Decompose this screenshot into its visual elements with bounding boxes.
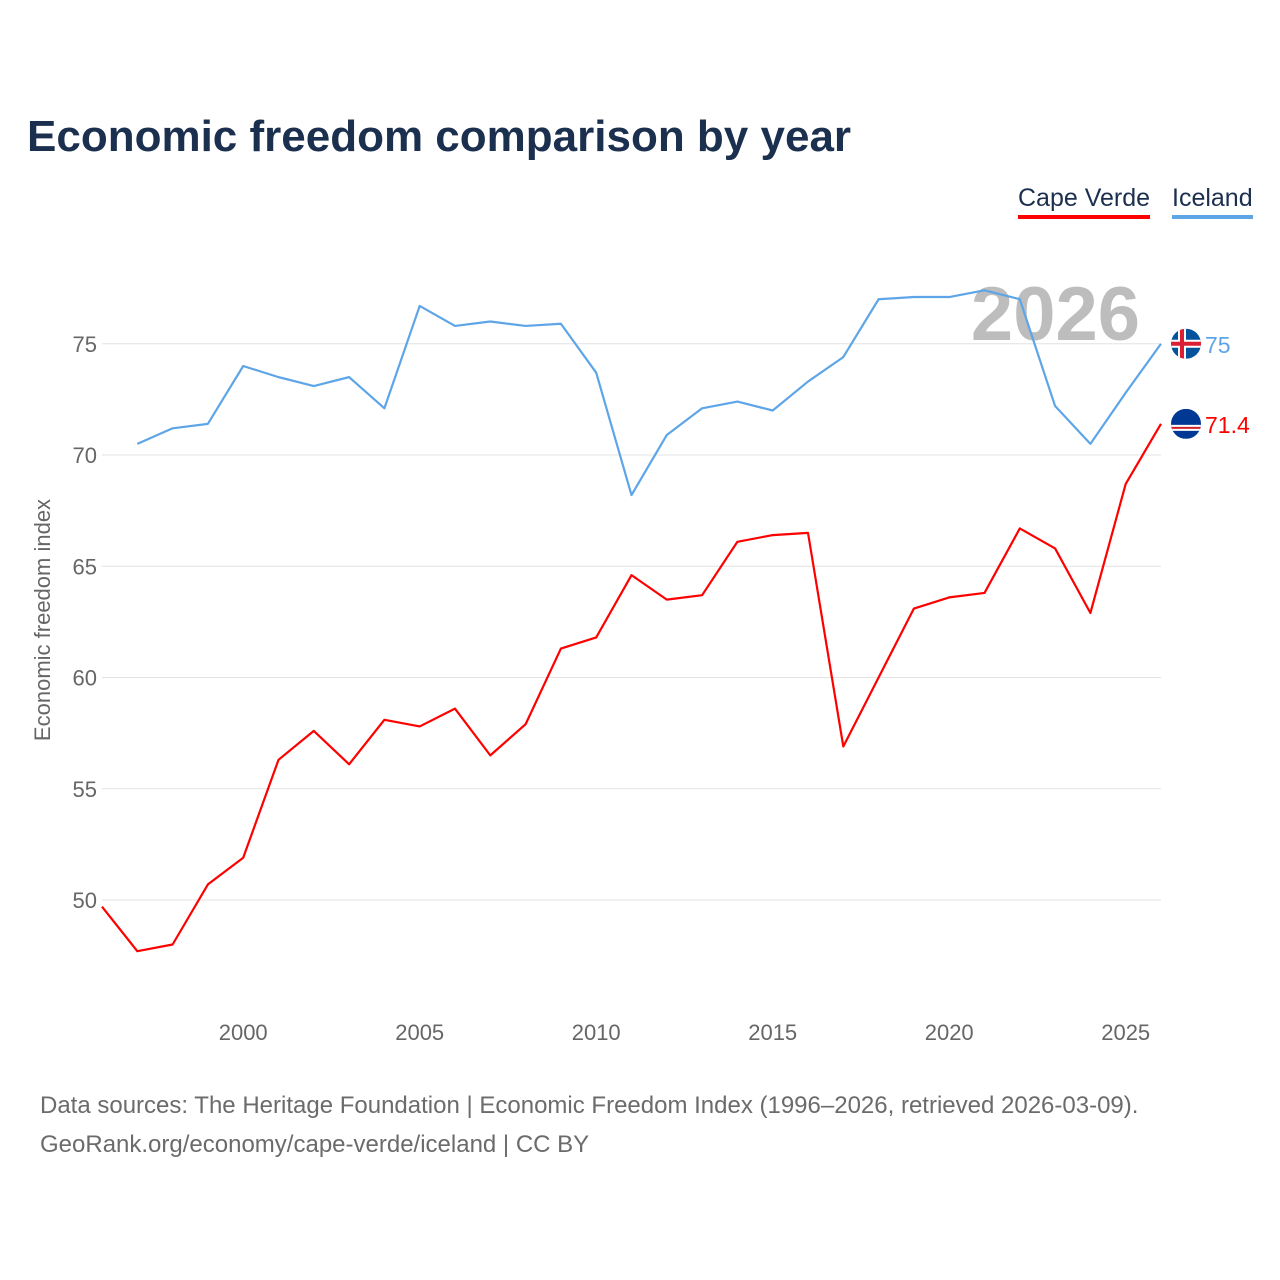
- series-line-iceland: [136, 289, 1162, 497]
- iceland-flag-icon: [1171, 328, 1201, 359]
- legend-iceland[interactable]: Iceland: [1172, 184, 1253, 219]
- end-value-label-iceland: 75: [1205, 332, 1231, 358]
- series-line-cape-verde: [101, 423, 1162, 953]
- y-tick-label: 70: [73, 443, 97, 468]
- y-tick-label: 60: [73, 666, 97, 691]
- y-tick-label: 65: [73, 554, 97, 579]
- x-tick-label: 2025: [1101, 1020, 1150, 1045]
- source-link[interactable]: GeoRank.org/economy/cape-verde/iceland |…: [40, 1131, 590, 1158]
- y-tick-label: 50: [73, 888, 97, 913]
- x-tick-label: 2015: [748, 1020, 797, 1045]
- x-tick-label: 2000: [219, 1020, 268, 1045]
- legend-cape-verde[interactable]: Cape Verde: [1018, 184, 1151, 219]
- y-tick-label: 75: [73, 332, 97, 357]
- cape-verde-flag-icon: [1171, 408, 1201, 439]
- chart-title: Economic freedom comparison by year: [27, 112, 852, 161]
- x-tick-label: 2005: [395, 1020, 444, 1045]
- year-watermark: 2026: [971, 272, 1140, 357]
- line-chart: 50 55 60 65 70 75 2000 2005 2010 2015 2020 2025 Econ…: [30, 272, 1250, 1045]
- end-value-label-cape-verde: 71.4: [1205, 412, 1250, 438]
- footer: Data sources: The Heritage Foundation | …: [40, 1086, 1138, 1164]
- y-tick-label: 55: [73, 777, 97, 802]
- x-tick-label: 2020: [925, 1020, 974, 1045]
- data-source-text: Data sources: The Heritage Foundation | …: [40, 1092, 1139, 1119]
- x-tick-label: 2010: [572, 1020, 621, 1045]
- y-axis-label: Economic freedom index: [30, 499, 55, 741]
